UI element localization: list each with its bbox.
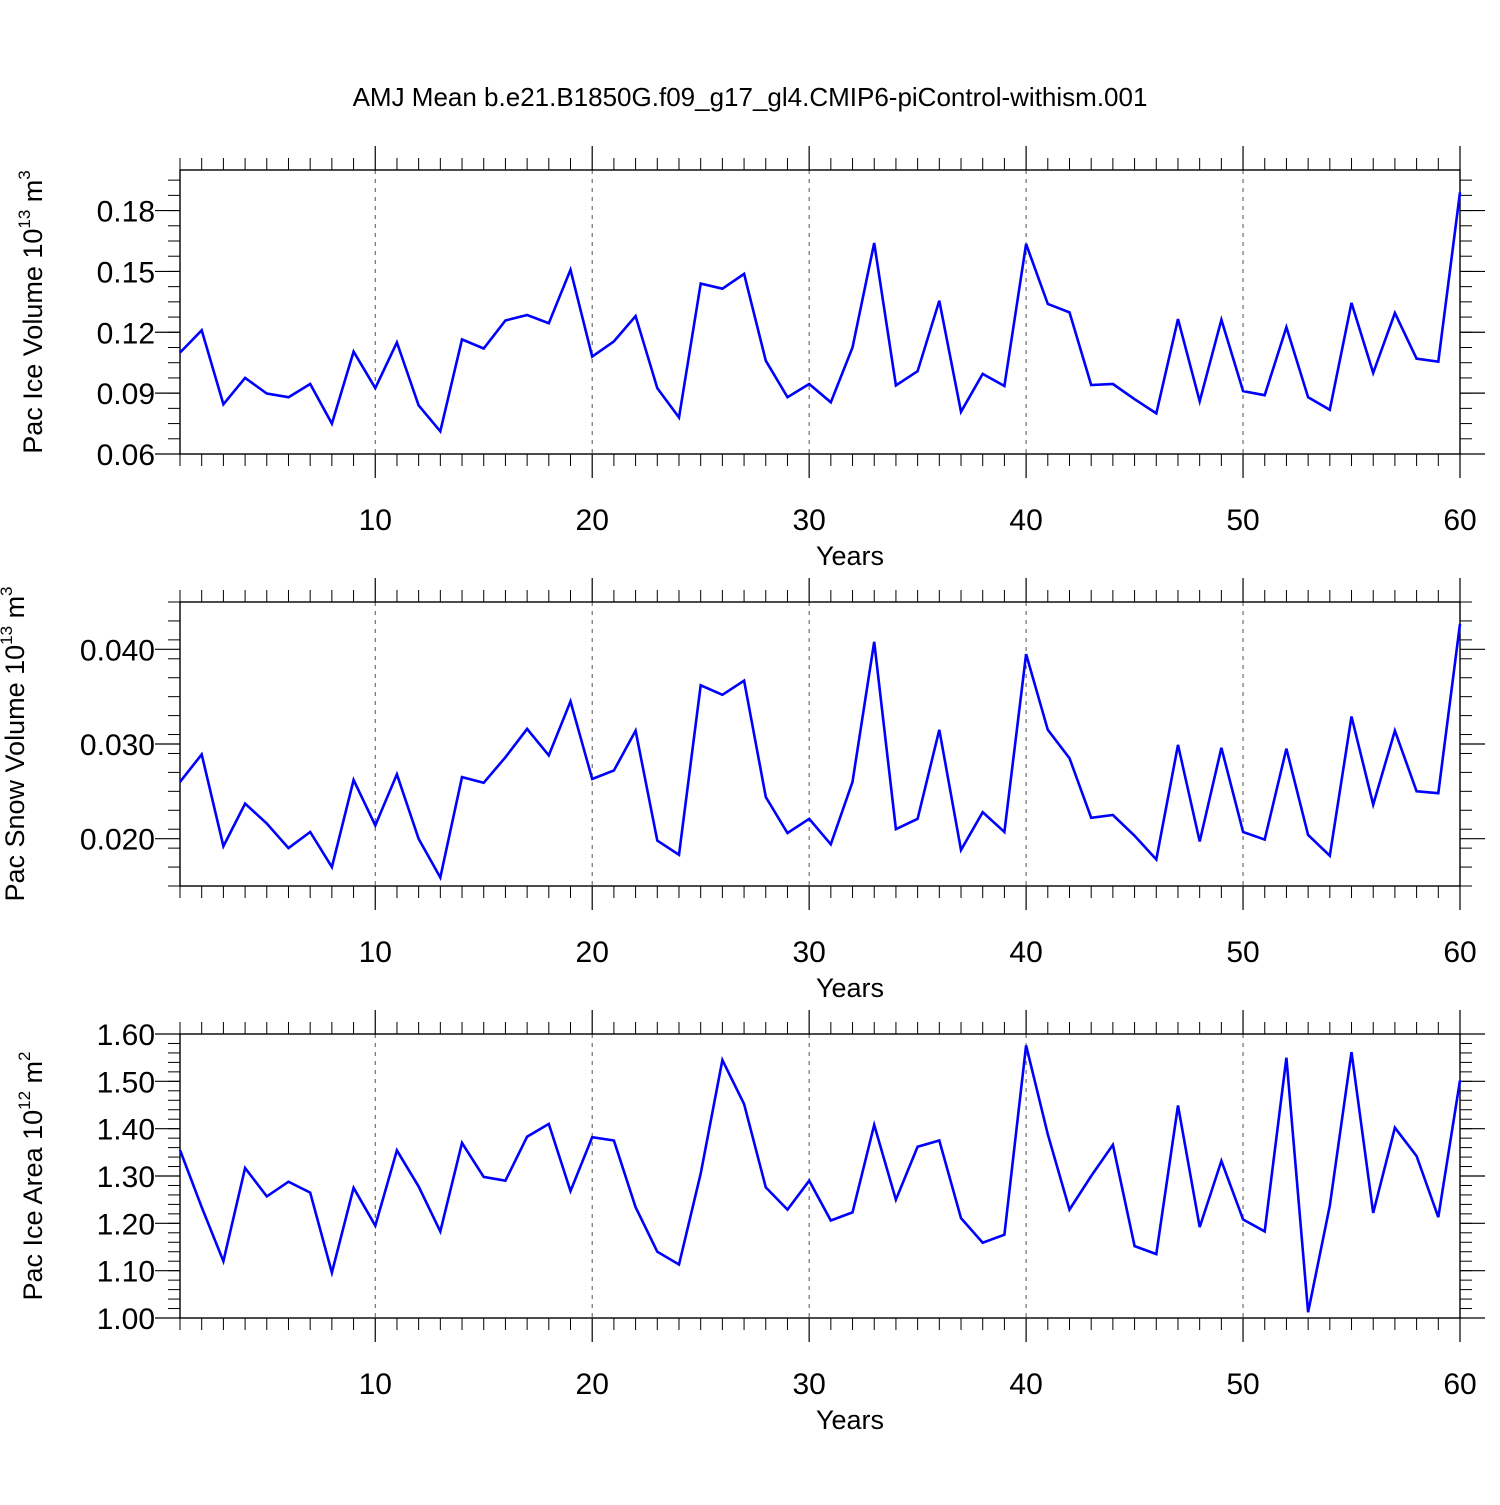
x-tick-label: 10	[359, 1368, 392, 1401]
series-line	[179, 192, 1462, 435]
x-tick-label: 30	[792, 1368, 825, 1401]
y-tick-label: 1.30	[97, 1161, 155, 1194]
y-tick-label: 1.60	[97, 1019, 155, 1052]
x-tick-label: 40	[1009, 936, 1042, 969]
plot-frame	[179, 169, 1461, 455]
chart-panel-1: 10 20 30 40 50 60 0.06 0.09 0.12 0.15 0.18 Years Pac…	[15, 146, 1485, 571]
x-tick-label: 50	[1226, 936, 1259, 969]
y-tick-label: 0.12	[97, 317, 155, 350]
series-line	[178, 623, 1462, 882]
y-tick-label: 0.15	[97, 256, 155, 289]
x-tick-label: 20	[576, 504, 609, 537]
y-tick-label: 0.09	[97, 378, 155, 411]
x-tick-label: 10	[359, 504, 392, 537]
x-axis-label: Years	[816, 1405, 884, 1435]
y-tick-label: 0.18	[97, 196, 155, 229]
x-tick-label: 60	[1443, 504, 1476, 537]
y-axis-label: Pac Snow Volume 1013 m3	[0, 586, 30, 901]
chart-title: AMJ Mean b.e21.B1850G.f09_g17_gl4.CMIP6-…	[352, 82, 1148, 112]
x-tick-label: 50	[1226, 1368, 1259, 1401]
y-tick-label: 1.00	[97, 1303, 155, 1336]
chart-panel-3: 10 20 30 40 50 60 1.00 1.10 1.20 1.30 1.40 1.50 1.60…	[15, 1010, 1485, 1435]
x-tick-label: 30	[792, 504, 825, 537]
x-tick-label: 20	[576, 1368, 609, 1401]
x-tick-label: 10	[359, 936, 392, 969]
x-tick-label: 60	[1443, 936, 1476, 969]
x-tick-label: 40	[1009, 504, 1042, 537]
y-tick-label: 0.06	[97, 439, 155, 472]
y-tick-label: 1.20	[97, 1208, 155, 1241]
x-tick-label: 50	[1226, 504, 1259, 537]
x-axis-label: Years	[816, 541, 884, 571]
y-tick-label: 1.40	[97, 1114, 155, 1147]
x-tick-label: 20	[576, 936, 609, 969]
series-line	[178, 1045, 1462, 1313]
y-tick-label: 0.020	[80, 824, 155, 857]
y-axis-label: Pac Ice Volume 1013 m3	[15, 170, 48, 454]
y-axis-label: Pac Ice Area 1012 m2	[15, 1051, 48, 1300]
x-axis-label: Years	[816, 973, 884, 1003]
plot-frame	[179, 601, 1461, 887]
chart-panel-2: 10 20 30 40 50 60 0.020 0.030 0.040 Years Pac Snow…	[0, 578, 1485, 1003]
y-tick-label: 1.50	[97, 1066, 155, 1099]
plot-frame	[179, 1033, 1461, 1319]
x-tick-label: 40	[1009, 1368, 1042, 1401]
x-tick-label: 60	[1443, 1368, 1476, 1401]
x-tick-label: 30	[792, 936, 825, 969]
y-tick-label: 1.10	[97, 1256, 155, 1289]
y-tick-label: 0.030	[80, 729, 155, 762]
y-tick-label: 0.040	[80, 634, 155, 667]
